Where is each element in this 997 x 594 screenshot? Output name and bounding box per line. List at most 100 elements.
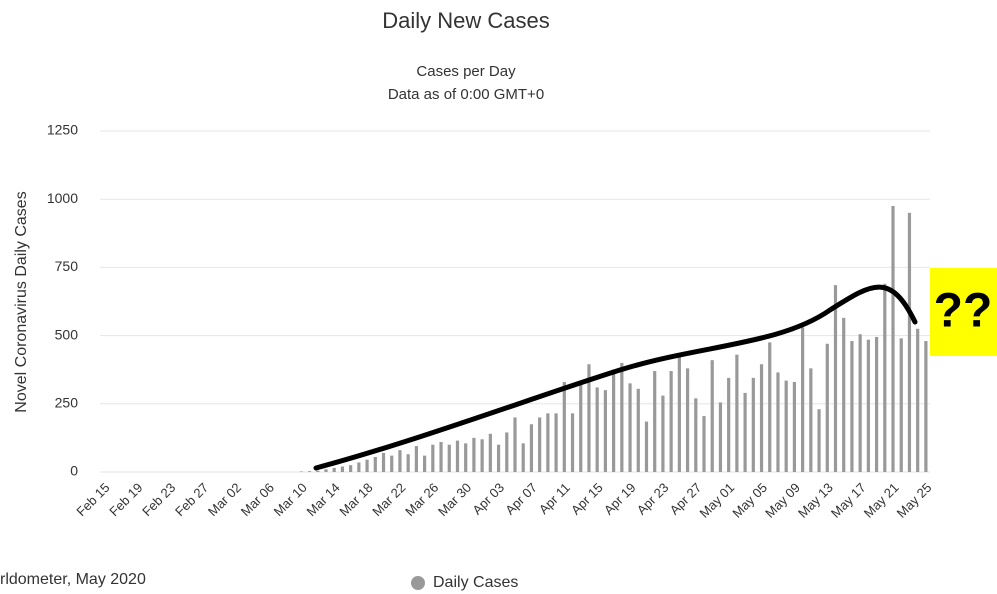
- bar: [612, 369, 616, 472]
- bar: [505, 432, 509, 472]
- bar: [842, 317, 846, 472]
- bar: [768, 342, 772, 472]
- bar: [735, 354, 739, 472]
- x-tick-label: Mar 26: [402, 480, 441, 519]
- bar: [636, 388, 640, 472]
- bar: [710, 360, 714, 472]
- x-tick-label: Apr 19: [601, 480, 639, 518]
- x-tick-label: Mar 14: [304, 480, 343, 519]
- x-tick-label: Mar 02: [205, 480, 244, 519]
- x-tick-label: Mar 18: [336, 480, 375, 519]
- x-tick-label: Apr 03: [469, 480, 507, 518]
- bar: [521, 443, 525, 472]
- bar: [390, 455, 394, 472]
- x-tick-label: Feb 15: [73, 480, 112, 519]
- x-tick-label: May 13: [795, 480, 836, 521]
- bar: [620, 362, 624, 472]
- bar: [595, 387, 599, 472]
- x-tick-label: May 25: [894, 480, 935, 521]
- bar: [546, 413, 550, 472]
- bar: [472, 437, 476, 472]
- trend-curve: [313, 284, 918, 471]
- x-tick-label: Feb 27: [172, 480, 211, 519]
- bar: [653, 371, 657, 472]
- bar: [464, 443, 468, 472]
- x-tick-label: Apr 07: [502, 480, 540, 518]
- bar: [406, 454, 410, 472]
- bar: [833, 285, 838, 472]
- x-tick-label: May 01: [696, 480, 737, 521]
- bar: [488, 433, 492, 472]
- annotation-box: [930, 268, 997, 356]
- bar: [299, 471, 303, 472]
- subtitle: Cases per Day: [416, 63, 516, 80]
- bar: [562, 381, 566, 472]
- x-tick-label: Apr 11: [536, 480, 573, 517]
- bar: [907, 212, 912, 472]
- bar: [365, 459, 369, 472]
- annotation: ??: [934, 285, 993, 338]
- bar: [801, 327, 805, 472]
- bar: [743, 392, 747, 472]
- bar: [784, 380, 788, 472]
- bar: [850, 341, 854, 472]
- y-axis-label: Novel Coronavirus Daily Cases: [13, 191, 30, 412]
- bar: [809, 368, 813, 472]
- x-tick-label: May 09: [762, 480, 803, 521]
- bar: [883, 283, 887, 472]
- x-tick-label: Apr 15: [568, 480, 606, 518]
- x-tick-label: Feb 19: [106, 480, 145, 519]
- bar: [661, 395, 665, 472]
- bar: [677, 354, 681, 472]
- bar: [603, 390, 607, 472]
- bar: [718, 402, 723, 472]
- subtitle: Data as of 0:00 GMT+0: [388, 86, 544, 103]
- bar: [340, 466, 345, 472]
- bar: [455, 440, 460, 472]
- bar: [858, 334, 862, 472]
- y-tick-label: 500: [55, 326, 79, 342]
- bar: [899, 338, 903, 472]
- bar: [924, 341, 928, 472]
- x-tick-label: Mar 10: [271, 480, 310, 519]
- bar: [685, 368, 690, 472]
- bar: [431, 444, 435, 472]
- bar: [727, 377, 731, 472]
- y-tick-label: 750: [55, 258, 79, 274]
- bar: [669, 371, 673, 472]
- bar: [513, 417, 517, 472]
- x-tick-label: Mar 22: [369, 480, 408, 519]
- bar: [529, 424, 534, 472]
- bar: [702, 416, 706, 472]
- source: rldometer, May 2020: [0, 571, 146, 588]
- legend[interactable]: Daily Cases: [411, 574, 518, 591]
- bar: [792, 381, 797, 472]
- bar: [447, 444, 451, 472]
- x-tick-label: Mar 06: [238, 480, 277, 519]
- bar: [423, 455, 427, 472]
- bar: [579, 383, 583, 472]
- bar: [825, 343, 829, 472]
- bar: [381, 452, 386, 472]
- x-tick-label: May 05: [729, 480, 770, 521]
- bar: [874, 336, 879, 472]
- bar: [916, 328, 920, 472]
- bar: [570, 413, 575, 472]
- y-tick-label: 1250: [47, 122, 78, 138]
- bar: [866, 339, 870, 472]
- bar: [538, 417, 542, 472]
- bar: [817, 409, 821, 472]
- x-tick-label: Apr 23: [634, 480, 672, 518]
- bar: [891, 206, 895, 472]
- bar: [776, 372, 780, 472]
- bar: [349, 465, 353, 472]
- y-tick-label: 1000: [47, 190, 78, 206]
- x-tick-label: May 21: [861, 480, 902, 521]
- bar: [644, 421, 649, 472]
- bar: [628, 383, 632, 472]
- legend-label[interactable]: Daily Cases: [433, 574, 518, 591]
- bar: [759, 364, 764, 472]
- bar: [480, 439, 484, 472]
- bar: [496, 444, 501, 472]
